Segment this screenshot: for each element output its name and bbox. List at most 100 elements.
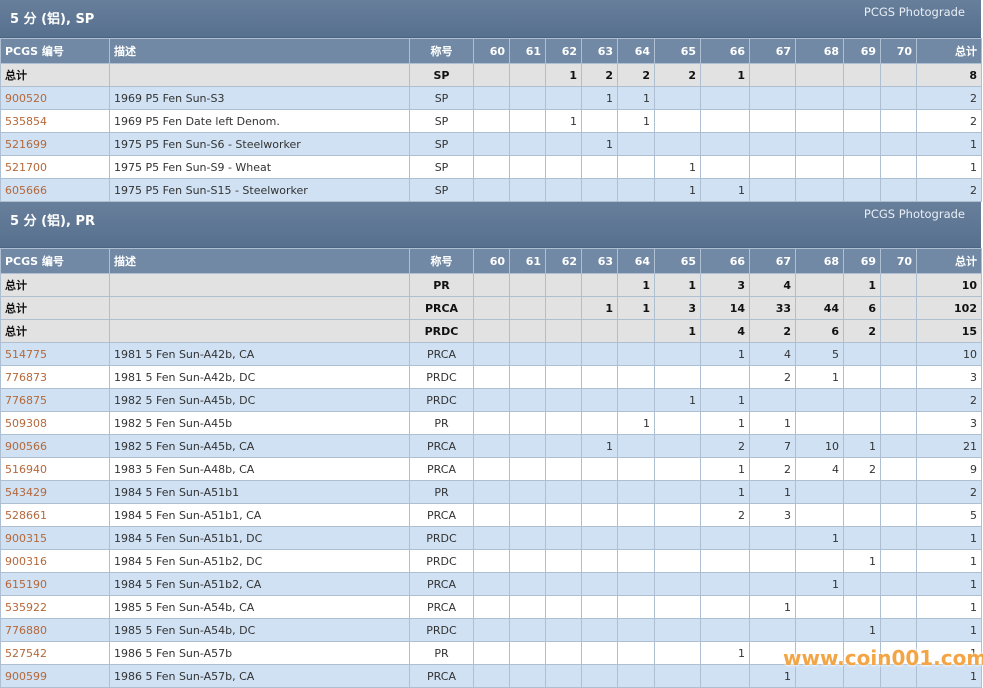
total-row: 总计 PRCA 1 1 3 14 33 44 6 102	[0, 296, 982, 320]
coin-row: 527542 1986 5 Fen Sun-A57b PR 1 1	[0, 641, 982, 665]
cell	[617, 526, 655, 550]
cell	[749, 63, 796, 87]
cell	[795, 480, 844, 504]
cell	[545, 503, 582, 527]
cell: 1	[654, 155, 701, 179]
cell: SP	[409, 178, 474, 202]
cell	[795, 618, 844, 642]
cell	[617, 319, 655, 343]
cell	[843, 178, 881, 202]
coin-id-link[interactable]: 521700	[0, 155, 110, 179]
column-header: 70	[880, 38, 917, 64]
cell	[617, 664, 655, 688]
cell: 1969 P5 Fen Sun-S3	[109, 86, 410, 110]
header-row: PCGS 编号 描述 称号 60 61 62 63 64 65 66 67 68 69 70 总计	[0, 248, 982, 274]
coin-id-link[interactable]: 900316	[0, 549, 110, 573]
cell	[700, 618, 750, 642]
cell: PRDC	[409, 319, 474, 343]
coin-id-link[interactable]: 535922	[0, 595, 110, 619]
cell	[749, 155, 796, 179]
cell	[617, 549, 655, 573]
cell: 总计	[0, 319, 110, 343]
cell	[581, 178, 618, 202]
cell: SP	[409, 155, 474, 179]
coin-id-link[interactable]: 776873	[0, 365, 110, 389]
cell	[617, 388, 655, 412]
cell	[654, 132, 701, 156]
cell	[509, 595, 546, 619]
coin-id-link[interactable]: 514775	[0, 342, 110, 366]
coin-id-link[interactable]: 615190	[0, 572, 110, 596]
cell: 2	[654, 63, 701, 87]
coin-id-link[interactable]: 543429	[0, 480, 110, 504]
cell	[545, 86, 582, 110]
coin-id-link[interactable]: 527542	[0, 641, 110, 665]
coin-row: 615190 1984 5 Fen Sun-A51b2, CA PRCA 1 1	[0, 572, 982, 596]
cell	[700, 155, 750, 179]
cell: 1	[700, 388, 750, 412]
cell: 8	[916, 63, 982, 87]
cell: 10	[916, 342, 982, 366]
cell	[617, 155, 655, 179]
cell	[473, 549, 510, 573]
coin-id-link[interactable]: 509308	[0, 411, 110, 435]
coin-id-link[interactable]: 900520	[0, 86, 110, 110]
cell: PRDC	[409, 618, 474, 642]
cell: 10	[916, 273, 982, 297]
coin-id-link[interactable]: 535854	[0, 109, 110, 133]
cell	[700, 132, 750, 156]
section-badge[interactable]: PCGS Photograde	[863, 207, 965, 221]
coin-id-link[interactable]: 516940	[0, 457, 110, 481]
cell	[581, 365, 618, 389]
column-header: 称号	[409, 38, 474, 64]
grade-table: PCGS 编号 描述 称号 60 61 62 63 64 65 66 67 68 69 70 总计 总计 PR 1…	[0, 248, 982, 688]
cell	[795, 63, 844, 87]
cell: 4	[749, 342, 796, 366]
column-header: 67	[749, 38, 796, 64]
column-header: 65	[654, 248, 701, 274]
cell: 2	[916, 388, 982, 412]
cell: 102	[916, 296, 982, 320]
cell	[509, 411, 546, 435]
cell	[700, 526, 750, 550]
cell: 2	[749, 457, 796, 481]
cell: 1	[795, 365, 844, 389]
column-header: 66	[700, 38, 750, 64]
cell: PRDC	[409, 388, 474, 412]
cell: PRCA	[409, 457, 474, 481]
coin-row: 535854 1969 P5 Fen Date left Denom. SP 1 1 2	[0, 109, 982, 133]
cell	[473, 664, 510, 688]
coin-id-link[interactable]: 900566	[0, 434, 110, 458]
cell	[545, 480, 582, 504]
section-badge[interactable]: PCGS Photograde	[863, 5, 965, 19]
cell: PRCA	[409, 503, 474, 527]
cell	[880, 155, 917, 179]
coin-id-link[interactable]: 605666	[0, 178, 110, 202]
cell: 1	[617, 273, 655, 297]
cell	[545, 434, 582, 458]
coin-id-link[interactable]: 521699	[0, 132, 110, 156]
column-header: 62	[545, 38, 582, 64]
cell: 10	[795, 434, 844, 458]
coin-id-link[interactable]: 900315	[0, 526, 110, 550]
cell	[581, 155, 618, 179]
cell	[509, 86, 546, 110]
cell: 2	[916, 178, 982, 202]
cell	[654, 595, 701, 619]
coin-id-link[interactable]: 776875	[0, 388, 110, 412]
coin-row: 521699 1975 P5 Fen Sun-S6 - Steelworker SP…	[0, 132, 982, 156]
cell: 1	[617, 109, 655, 133]
cell	[473, 572, 510, 596]
cell	[749, 109, 796, 133]
cell	[473, 132, 510, 156]
cell	[843, 526, 881, 550]
column-header: PCGS 编号	[0, 38, 110, 64]
coin-id-link[interactable]: 776880	[0, 618, 110, 642]
cell: 1981 5 Fen Sun-A42b, CA	[109, 342, 410, 366]
cell	[880, 296, 917, 320]
cell	[545, 388, 582, 412]
section: 5 分 (铝), SP PCGS Photograde PCGS 编号 描述 称号 60 6…	[0, 0, 982, 202]
coin-id-link[interactable]: 528661	[0, 503, 110, 527]
coin-id-link[interactable]: 900599	[0, 664, 110, 688]
cell: PRCA	[409, 664, 474, 688]
